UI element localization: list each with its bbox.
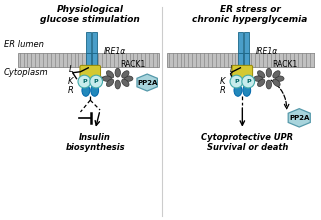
- Text: IRE1α: IRE1α: [104, 47, 126, 56]
- Text: P: P: [82, 79, 87, 84]
- Bar: [86, 31, 91, 53]
- Text: RACK1: RACK1: [121, 60, 146, 69]
- Ellipse shape: [234, 84, 242, 96]
- Ellipse shape: [115, 68, 120, 77]
- Text: R: R: [68, 86, 74, 95]
- Circle shape: [242, 75, 255, 88]
- Text: Physiological
glucose stimulation: Physiological glucose stimulation: [40, 5, 140, 24]
- Ellipse shape: [257, 71, 265, 78]
- Text: PP2A: PP2A: [137, 79, 157, 86]
- FancyBboxPatch shape: [232, 65, 253, 81]
- Circle shape: [90, 75, 102, 88]
- Bar: [86, 53, 91, 67]
- Text: P: P: [94, 79, 99, 84]
- Ellipse shape: [107, 71, 114, 78]
- Ellipse shape: [122, 71, 129, 78]
- Ellipse shape: [266, 80, 272, 89]
- Ellipse shape: [124, 76, 133, 81]
- Bar: [167, 53, 315, 67]
- Text: PP2A: PP2A: [289, 115, 309, 121]
- Bar: [18, 53, 159, 67]
- Ellipse shape: [273, 71, 280, 78]
- Text: ER lumen: ER lumen: [4, 40, 44, 49]
- Circle shape: [230, 75, 243, 88]
- Text: R: R: [220, 86, 226, 95]
- Text: Cytoprotective UPR
Survival or death: Cytoprotective UPR Survival or death: [201, 133, 293, 152]
- Text: IRE1α: IRE1α: [256, 47, 278, 56]
- Text: K: K: [220, 77, 225, 86]
- Ellipse shape: [115, 80, 120, 89]
- Ellipse shape: [102, 76, 111, 81]
- Bar: [239, 31, 243, 53]
- Bar: [92, 53, 97, 67]
- Ellipse shape: [266, 68, 272, 77]
- Ellipse shape: [107, 79, 114, 86]
- Circle shape: [78, 75, 91, 88]
- Bar: [92, 31, 97, 53]
- Bar: [239, 53, 243, 67]
- Bar: [244, 31, 249, 53]
- Text: P: P: [234, 79, 239, 84]
- Ellipse shape: [243, 84, 251, 96]
- Ellipse shape: [257, 79, 265, 86]
- Text: K: K: [68, 77, 74, 86]
- Ellipse shape: [254, 76, 263, 81]
- Ellipse shape: [82, 84, 90, 96]
- Text: L: L: [68, 65, 73, 74]
- Text: RACK1: RACK1: [272, 60, 297, 69]
- Text: P: P: [246, 79, 250, 84]
- Text: L: L: [230, 65, 235, 74]
- Bar: [244, 53, 249, 67]
- Ellipse shape: [275, 76, 284, 81]
- Text: ER stress or
chronic hyperglycemia: ER stress or chronic hyperglycemia: [193, 5, 308, 24]
- Ellipse shape: [273, 79, 280, 86]
- Ellipse shape: [122, 79, 129, 86]
- Polygon shape: [137, 74, 157, 91]
- Text: Cytoplasm: Cytoplasm: [4, 68, 48, 77]
- Polygon shape: [288, 109, 310, 127]
- Text: Insulin
biosynthesis: Insulin biosynthesis: [65, 133, 125, 152]
- Ellipse shape: [91, 84, 99, 96]
- FancyBboxPatch shape: [80, 65, 100, 81]
